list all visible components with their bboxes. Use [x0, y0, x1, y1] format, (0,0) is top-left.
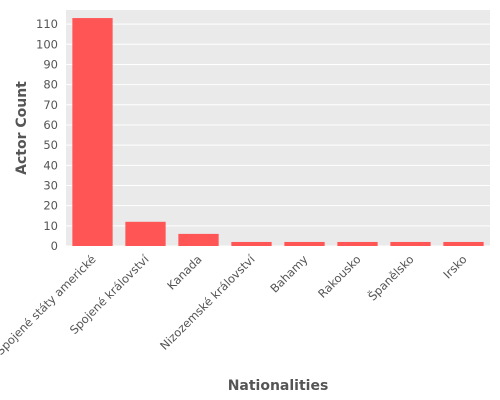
y-tick-label: 80 — [43, 78, 58, 92]
y-tick-label: 0 — [51, 239, 58, 253]
plot-background — [66, 10, 490, 246]
y-tick-label: 30 — [43, 178, 58, 192]
bar — [443, 241, 484, 246]
x-tick-label: Španělsko — [365, 252, 417, 304]
y-tick-label: 10 — [43, 219, 58, 233]
x-tick-label: Kanada — [164, 252, 204, 292]
x-tick-label: Nizozemské království — [157, 252, 258, 353]
x-tick-label: Spojené státy americké — [0, 252, 99, 358]
x-tick-label: Bahamy — [267, 252, 310, 295]
y-tick-labels: 0 10 20 30 40 50 60 70 80 90 100 110 — [36, 17, 58, 253]
bar — [337, 241, 378, 246]
bars — [72, 18, 484, 247]
x-tick-label: Irsko — [440, 252, 469, 281]
bar — [72, 18, 113, 247]
y-tick-label: 60 — [43, 118, 58, 132]
y-tick-label: 100 — [36, 37, 58, 51]
bar — [178, 233, 219, 246]
bar — [231, 241, 272, 246]
y-tick-label: 50 — [43, 138, 58, 152]
x-tick-label: Rakousko — [315, 252, 364, 301]
y-tick-label: 110 — [36, 17, 58, 31]
y-axis-title: Actor Count — [14, 81, 30, 175]
bar — [284, 241, 325, 246]
bar — [125, 221, 166, 246]
y-tick-label: 20 — [43, 199, 58, 213]
y-tick-label: 40 — [43, 158, 58, 172]
y-tick-label: 70 — [43, 98, 58, 112]
y-tick-label: 90 — [43, 57, 58, 71]
x-axis-title: Nationalities — [228, 378, 329, 394]
bar — [390, 241, 431, 246]
